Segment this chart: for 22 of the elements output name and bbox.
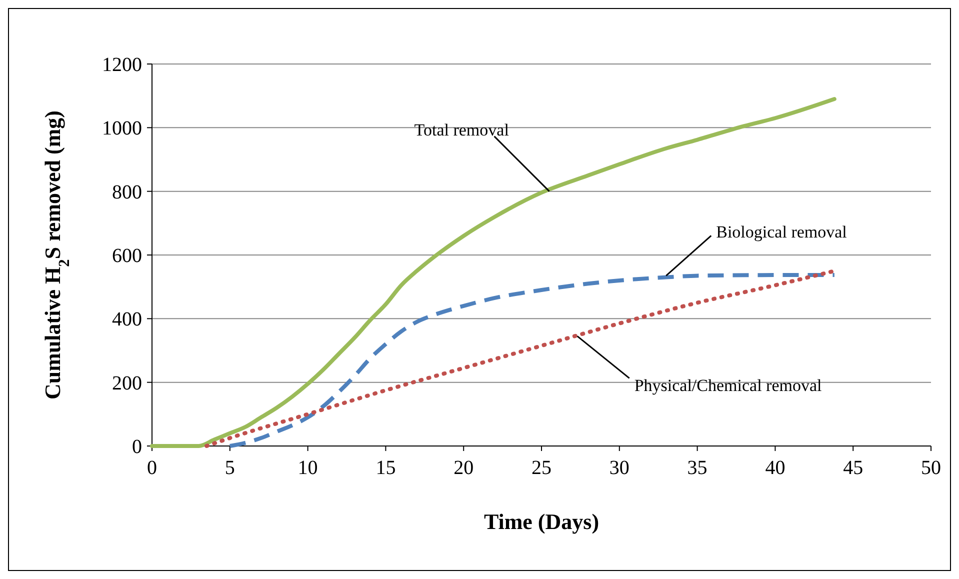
x-tick-label: 50 xyxy=(921,457,941,479)
y-tick-label: 1000 xyxy=(102,118,142,140)
y-tick-label: 800 xyxy=(112,181,142,204)
y-tick-label: 400 xyxy=(112,308,142,331)
x-tick-label: 45 xyxy=(843,457,864,479)
x-tick-label: 35 xyxy=(687,457,708,479)
x-tick-label: 5 xyxy=(224,457,235,479)
y-tick-label: 1200 xyxy=(102,54,142,76)
y-tick-label: 200 xyxy=(112,372,142,394)
y-tick-label: 600 xyxy=(112,245,142,267)
x-tick-label: 10 xyxy=(298,457,318,479)
y-tick-label: 0 xyxy=(132,436,142,458)
annotation: Physical/Chemical removal xyxy=(634,376,822,396)
x-tick-label: 15 xyxy=(376,457,396,479)
x-tick-label: 30 xyxy=(609,457,630,479)
x-axis-title: Time (Days) xyxy=(484,509,600,534)
x-tick-label: 40 xyxy=(765,457,786,479)
x-tick-label: 0 xyxy=(147,457,157,479)
x-tick-label: 25 xyxy=(532,457,552,479)
annotation: Total removal xyxy=(414,120,510,140)
annotation: Biological removal xyxy=(716,222,848,242)
x-tick-label: 20 xyxy=(454,457,474,479)
